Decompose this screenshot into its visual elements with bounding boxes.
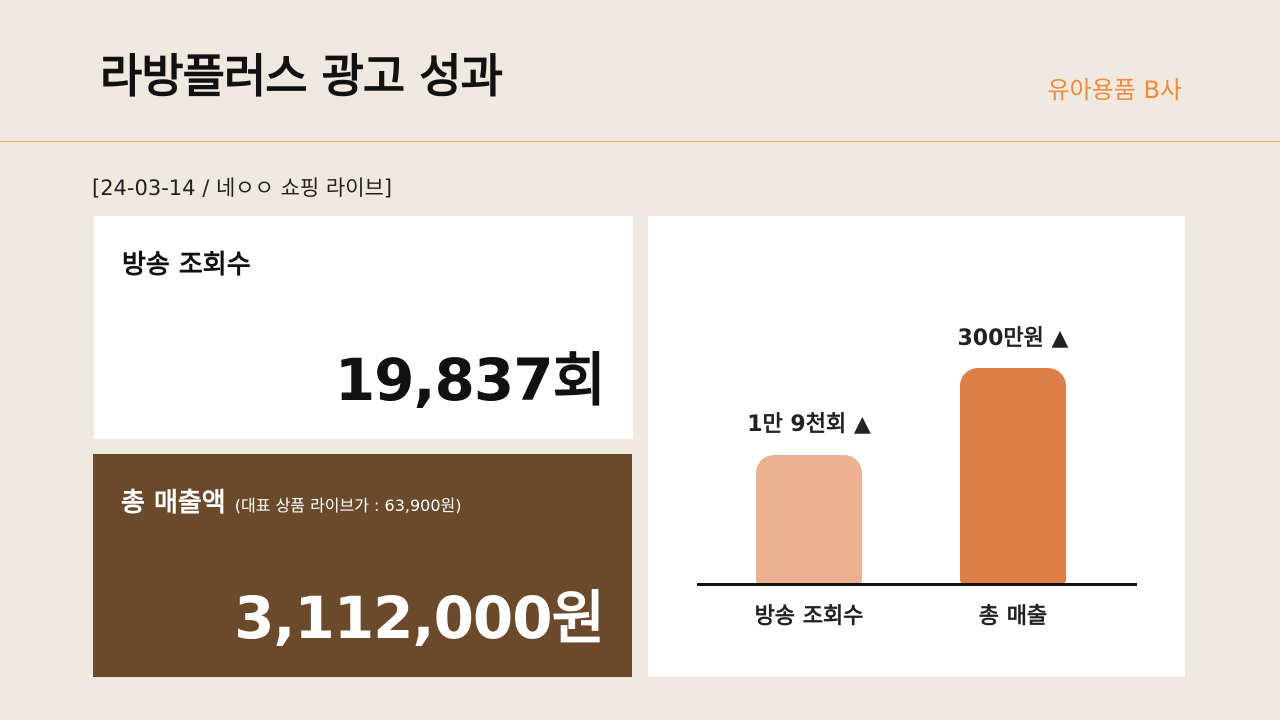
card-note: (대표 상품 라이브가 : 63,900원) (234, 496, 462, 515)
sales-card: 총 매출액 (대표 상품 라이브가 : 63,900원) 3,112,000원 (93, 454, 632, 677)
divider (0, 141, 1280, 142)
page-title: 라방플러스 광고 성과 (100, 49, 503, 103)
views-card: 방송 조회수 19,837회 (94, 216, 633, 439)
bar-label: 300만원 ▲ (957, 326, 1069, 351)
card-title: 총 매출액 (121, 488, 226, 518)
client-name: 유아용품 B사 (1047, 76, 1183, 104)
bar-label: 1만 9천회 ▲ (747, 412, 871, 437)
card-value: 19,837회 (334, 346, 606, 414)
baseline (697, 583, 1137, 586)
bar (756, 455, 862, 584)
chart-card: 1만 9천회 ▲ 300만원 ▲ 방송 조회수 총 매출 (648, 216, 1185, 677)
date-label: [24-03-14 / 네ㅇㅇ 쇼핑 라이브] (92, 176, 393, 200)
bar (960, 368, 1066, 584)
card-value: 3,112,000원 (234, 584, 605, 652)
card-title: 방송 조회수 (122, 250, 251, 280)
card-title-wrap: 총 매출액 (대표 상품 라이브가 : 63,900원) (121, 482, 461, 519)
bar-category: 총 매출 (978, 604, 1048, 629)
bar-category: 방송 조회수 (754, 604, 864, 629)
